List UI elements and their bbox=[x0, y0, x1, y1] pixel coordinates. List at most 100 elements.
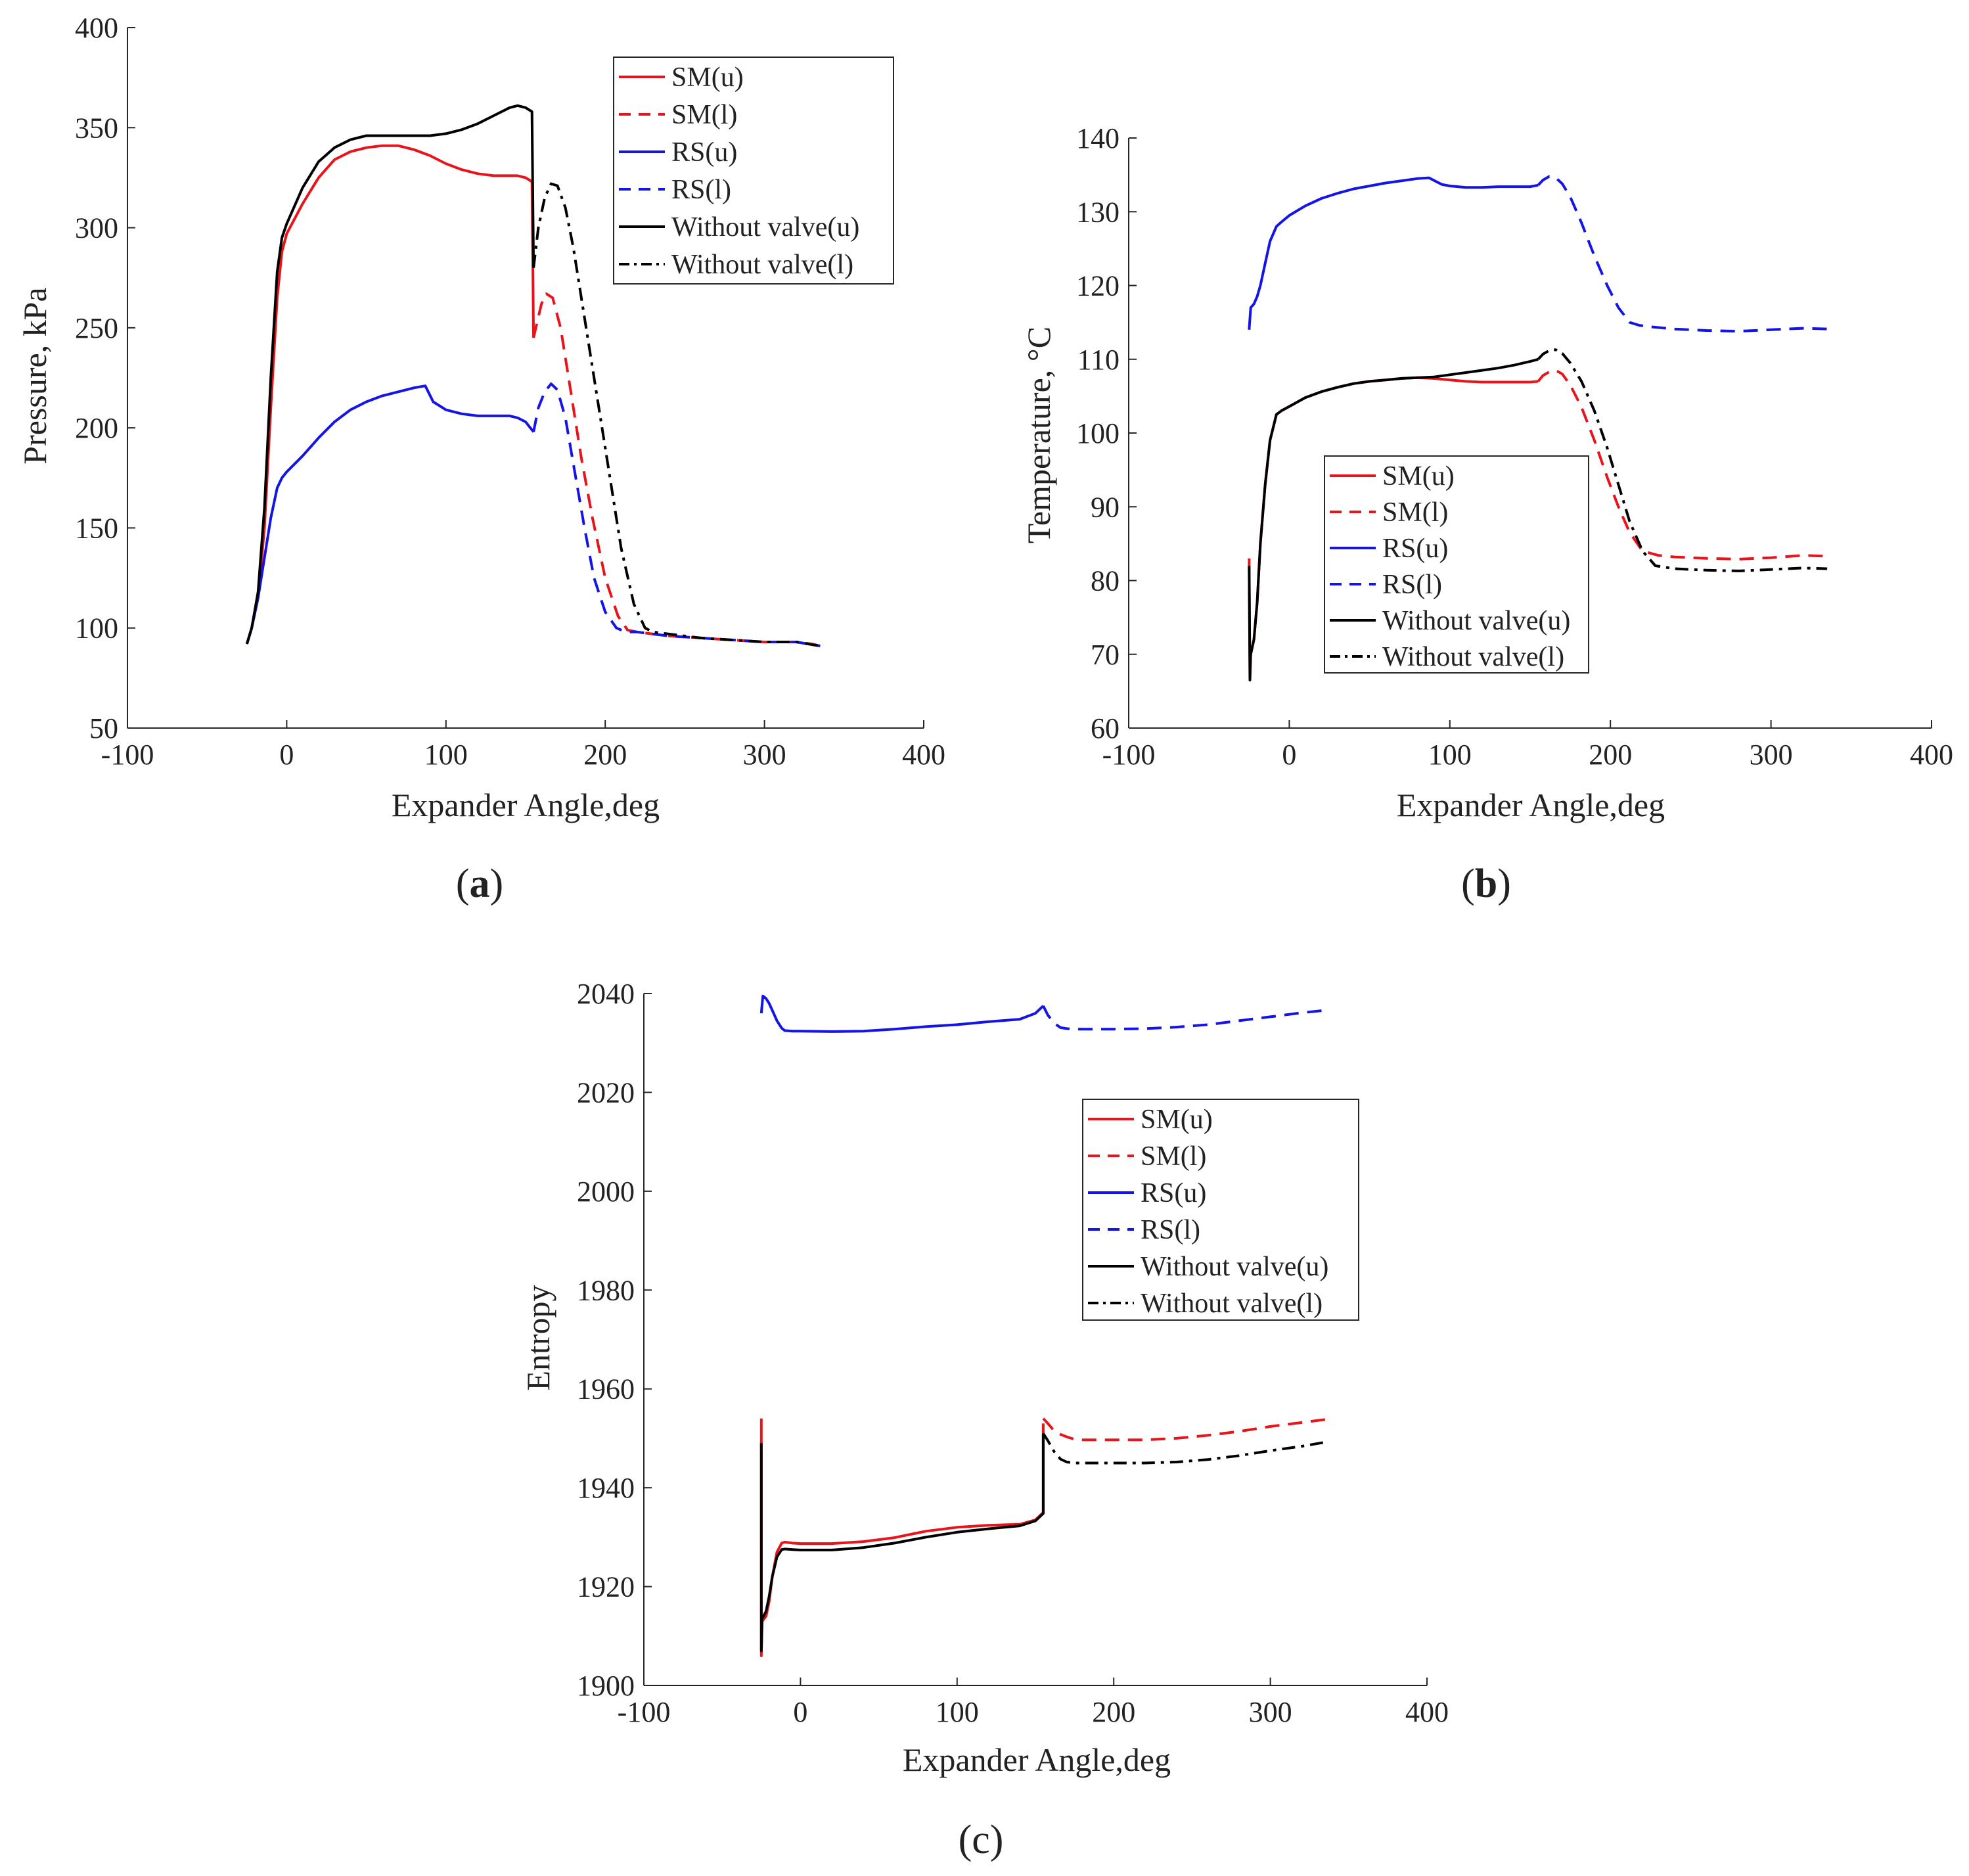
x-tick-label: 400 bbox=[1405, 1696, 1449, 1728]
panel-b-axes: -100 0 100 200 300 400 60 70 80 90 100 110 120 130 140 bbox=[1076, 122, 1953, 771]
y-tick-label: 250 bbox=[75, 312, 118, 344]
panel-a-caption-letter: a bbox=[470, 861, 490, 906]
y-tick-label: 110 bbox=[1077, 344, 1120, 376]
series-line-sm-l bbox=[1042, 1417, 1326, 1442]
legend-label: RS(u) bbox=[1141, 1178, 1206, 1208]
x-tick-label: 300 bbox=[743, 739, 786, 771]
panel-b-plot-area bbox=[1248, 175, 1828, 681]
x-tick-label: -100 bbox=[101, 739, 154, 771]
panel-c-x-axis-label: Expander Angle,deg bbox=[903, 1741, 1171, 1778]
series-line-without-valve-l bbox=[532, 182, 821, 648]
legend-label: SM(u) bbox=[1382, 461, 1455, 492]
panel-c-caption: (c) bbox=[959, 1818, 1004, 1862]
series-line-without-valve-u bbox=[1248, 357, 1539, 681]
y-tick-label: 1980 bbox=[577, 1274, 635, 1306]
panel-c-caption-letter: c bbox=[972, 1818, 990, 1862]
series-line-rs-u bbox=[759, 994, 1045, 1033]
legend-label: Without valve(l) bbox=[1141, 1289, 1323, 1319]
panel-b-temperature: -100 0 100 200 300 400 60 70 80 90 100 110 120 130 140… bbox=[1020, 122, 1953, 906]
y-tick-label: 1940 bbox=[577, 1472, 635, 1504]
series-line-sm-l bbox=[532, 292, 821, 648]
y-tick-label: 300 bbox=[75, 212, 118, 244]
legend-label: Without valve(l) bbox=[1382, 642, 1564, 672]
x-tick-label: -100 bbox=[1102, 739, 1156, 771]
legend-label: Without valve(u) bbox=[1141, 1252, 1328, 1282]
y-tick-label: 70 bbox=[1091, 639, 1120, 671]
panel-c-y-axis-label: Entropy bbox=[520, 1285, 556, 1390]
panel-c-entropy: -100 0 100 200 300 400 1900 1920 1940 1960 1980 200… bbox=[520, 978, 1449, 1862]
y-tick-label: 150 bbox=[75, 512, 118, 544]
legend-label: SM(l) bbox=[671, 100, 737, 130]
series-line-sm-u bbox=[245, 144, 535, 645]
panel-a-x-axis-label: Expander Angle,deg bbox=[392, 787, 660, 823]
y-tick-label: 50 bbox=[89, 712, 118, 744]
x-tick-label: 0 bbox=[279, 739, 294, 771]
panel-a-y-axis-label: Pressure, kPa bbox=[16, 287, 53, 464]
y-tick-label: 2020 bbox=[577, 1076, 635, 1109]
legend-box bbox=[613, 57, 894, 285]
panel-c-plot-area bbox=[759, 994, 1326, 1657]
panel-b-legend: SM(u) SM(l) RS(u) RS(l) Without valve(u) With… bbox=[1324, 455, 1589, 674]
legend-label: RS(u) bbox=[671, 137, 737, 168]
series-line-without-valve-u bbox=[759, 1433, 1045, 1653]
panel-a-pressure: -100 0 100 200 300 400 50 100 150 200 250 300 350 400… bbox=[16, 12, 945, 906]
panel-a-plot-area bbox=[245, 104, 821, 648]
panel-b-caption: (b) bbox=[1461, 861, 1511, 906]
y-tick-label: 1900 bbox=[577, 1670, 635, 1702]
x-tick-label: 200 bbox=[1589, 739, 1632, 771]
x-tick-label: 200 bbox=[583, 739, 627, 771]
y-tick-label: 200 bbox=[75, 412, 118, 444]
series-line-without-valve-l bbox=[1042, 1432, 1326, 1465]
x-tick-label: 300 bbox=[1750, 739, 1793, 771]
legend-label: RS(l) bbox=[1141, 1215, 1200, 1245]
x-tick-label: -100 bbox=[618, 1696, 671, 1728]
panel-b-y-axis-label: Temperature, °C bbox=[1020, 327, 1057, 543]
legend-label: RS(u) bbox=[1382, 534, 1448, 564]
y-tick-label: 2040 bbox=[577, 978, 635, 1010]
y-tick-label: 400 bbox=[75, 12, 118, 44]
y-tick-label: 2000 bbox=[577, 1176, 635, 1208]
series-line-sm-l bbox=[1537, 369, 1828, 561]
series-line-rs-u bbox=[245, 384, 535, 645]
panel-b-x-axis-label: Expander Angle,deg bbox=[1397, 787, 1665, 823]
panel-a-caption: (a) bbox=[456, 861, 503, 906]
x-tick-label: 100 bbox=[1428, 739, 1472, 771]
y-tick-label: 130 bbox=[1076, 196, 1120, 228]
legend-box bbox=[1082, 1099, 1359, 1321]
x-tick-label: 300 bbox=[1249, 1696, 1292, 1728]
x-tick-label: 400 bbox=[1910, 739, 1953, 771]
legend-label: Without valve(l) bbox=[671, 250, 853, 280]
series-line-rs-l bbox=[1537, 175, 1828, 333]
panel-c-axes: -100 0 100 200 300 400 1900 1920 1940 1960 1980 200… bbox=[577, 978, 1449, 1728]
panel-c-legend: SM(u) SM(l) RS(u) RS(l) Without valve(u) With… bbox=[1082, 1099, 1359, 1321]
panel-a-legend: SM(u) SM(l) RS(u) RS(l) Without valve(u) With… bbox=[613, 57, 894, 285]
x-tick-label: 400 bbox=[902, 739, 945, 771]
x-tick-label: 0 bbox=[793, 1696, 807, 1728]
y-tick-label: 140 bbox=[1076, 122, 1120, 154]
y-tick-label: 120 bbox=[1076, 270, 1120, 302]
legend-label: RS(l) bbox=[1382, 570, 1442, 600]
legend-box bbox=[1324, 455, 1589, 674]
y-tick-label: 100 bbox=[1076, 417, 1120, 449]
y-tick-label: 1920 bbox=[577, 1571, 635, 1603]
legend-label: SM(u) bbox=[671, 62, 744, 93]
x-tick-label: 0 bbox=[1282, 739, 1296, 771]
legend-label: Without valve(u) bbox=[1382, 606, 1570, 636]
series-line-without-valve-u bbox=[245, 104, 535, 645]
legend-label: Without valve(u) bbox=[671, 212, 859, 242]
series-line-without-valve-l bbox=[1537, 348, 1828, 572]
y-tick-label: 80 bbox=[1091, 565, 1120, 597]
x-tick-label: 100 bbox=[936, 1696, 979, 1728]
legend-label: SM(l) bbox=[1141, 1141, 1206, 1172]
legend-label: SM(l) bbox=[1382, 497, 1448, 528]
panel-a-axes: -100 0 100 200 300 400 50 100 150 200 250 300 350 400 bbox=[75, 12, 945, 771]
y-tick-label: 100 bbox=[75, 612, 118, 645]
series-line-rs-u bbox=[1248, 176, 1539, 330]
y-tick-label: 1960 bbox=[577, 1373, 635, 1406]
legend-label: RS(l) bbox=[671, 175, 731, 205]
y-tick-label: 60 bbox=[1091, 712, 1120, 744]
y-tick-label: 90 bbox=[1091, 491, 1120, 523]
x-tick-label: 100 bbox=[424, 739, 468, 771]
